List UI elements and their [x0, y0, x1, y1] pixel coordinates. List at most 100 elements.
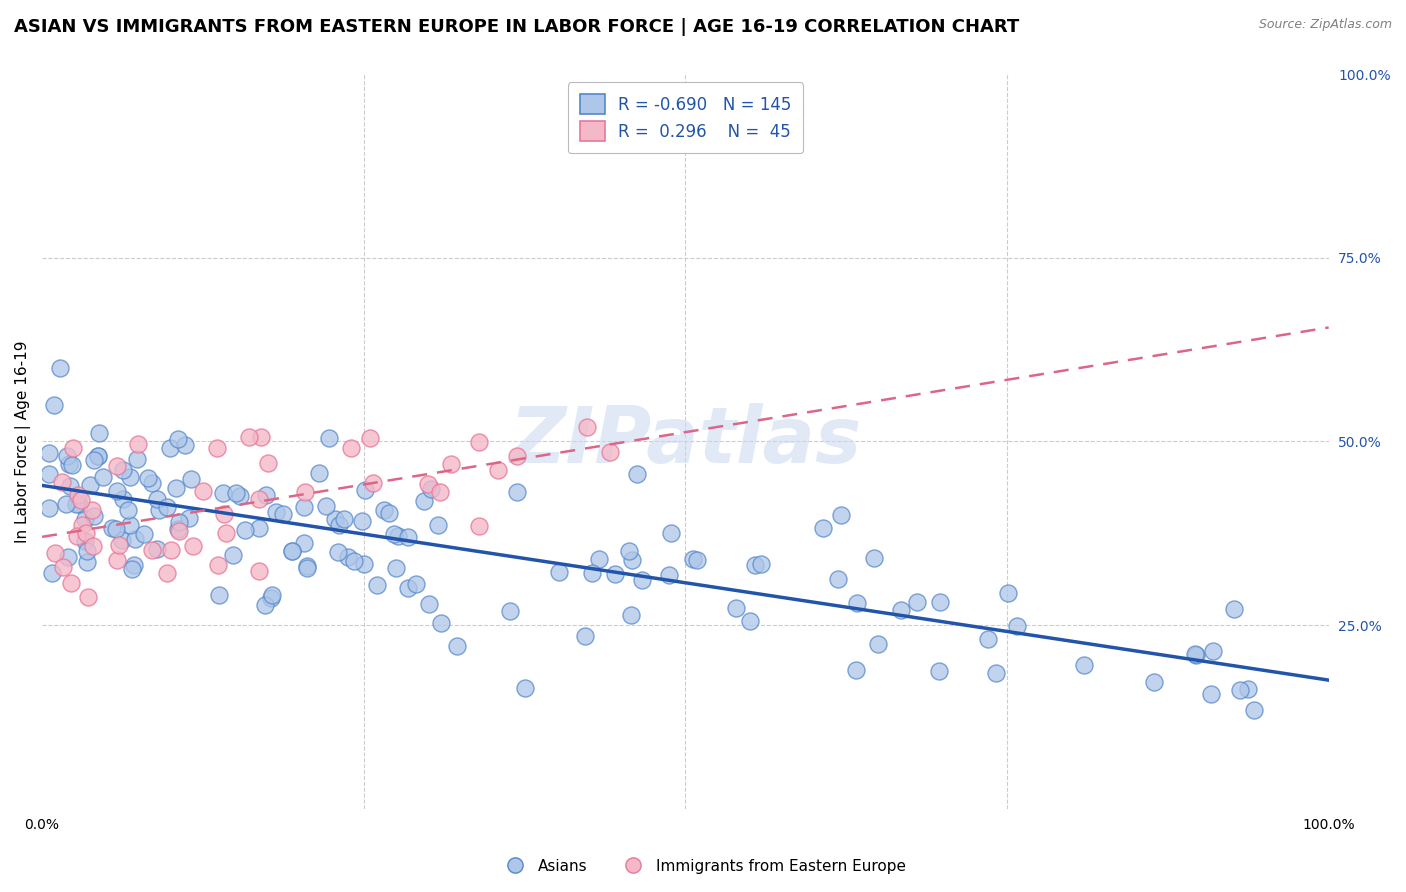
Point [145, 542, 167, 557]
Point [215, 526, 238, 541]
Point [222, 548, 245, 562]
Point [238, 430, 260, 444]
Point [1073, 658, 1095, 673]
Point [1184, 647, 1206, 661]
Text: ZIPatlas: ZIPatlas [509, 403, 862, 479]
Point [281, 543, 304, 558]
Point [60, 458, 83, 472]
Point [191, 483, 214, 498]
Point [416, 477, 439, 491]
Point [62, 442, 84, 456]
Point [446, 640, 468, 654]
Point [107, 552, 129, 566]
Point [65, 497, 87, 511]
Point [120, 518, 142, 533]
Point [49, 360, 72, 375]
Point [167, 515, 190, 529]
Point [1243, 703, 1265, 717]
Point [207, 558, 229, 572]
Point [984, 665, 1007, 680]
Point [260, 591, 283, 605]
Point [323, 512, 346, 526]
Point [294, 535, 316, 549]
Point [617, 544, 640, 558]
Point [67, 497, 90, 511]
Point [1199, 687, 1222, 701]
Point [56, 549, 79, 564]
Point [359, 431, 381, 445]
Point [387, 529, 409, 543]
Point [257, 456, 280, 470]
Point [260, 588, 283, 602]
Point [124, 532, 146, 546]
Point [101, 521, 124, 535]
Point [225, 485, 247, 500]
Point [361, 475, 384, 490]
Point [890, 603, 912, 617]
Point [396, 581, 419, 595]
Point [121, 561, 143, 575]
Point [659, 525, 682, 540]
Point [420, 482, 443, 496]
Point [55, 497, 77, 511]
Point [863, 550, 886, 565]
Point [52, 560, 75, 574]
Point [105, 484, 128, 499]
Point [266, 505, 288, 519]
Point [1229, 682, 1251, 697]
Point [997, 586, 1019, 600]
Point [59, 479, 82, 493]
Y-axis label: In Labor Force | Age 16-19: In Labor Force | Age 16-19 [15, 340, 31, 542]
Point [167, 433, 190, 447]
Point [59, 576, 82, 591]
Point [378, 506, 401, 520]
Point [599, 444, 621, 458]
Point [42, 398, 65, 412]
Point [156, 566, 179, 581]
Point [76, 544, 98, 558]
Point [827, 572, 849, 586]
Point [486, 462, 509, 476]
Point [295, 558, 318, 573]
Point [620, 607, 643, 622]
Point [575, 420, 598, 434]
Point [905, 595, 928, 609]
Point [343, 554, 366, 568]
Point [205, 441, 228, 455]
Point [427, 518, 450, 533]
Point [180, 472, 202, 486]
Point [136, 471, 159, 485]
Point [80, 503, 103, 517]
Point [108, 538, 131, 552]
Point [107, 458, 129, 473]
Point [86, 450, 108, 464]
Point [350, 514, 373, 528]
Point [548, 565, 571, 579]
Point [588, 552, 610, 566]
Point [70, 493, 93, 508]
Point [354, 483, 377, 497]
Point [156, 500, 179, 514]
Point [336, 549, 359, 564]
Point [468, 518, 491, 533]
Point [165, 481, 187, 495]
Legend: Asians, Immigrants from Eastern Europe: Asians, Immigrants from Eastern Europe [494, 853, 912, 880]
Point [332, 511, 354, 525]
Point [148, 503, 170, 517]
Point [744, 558, 766, 573]
Point [118, 470, 141, 484]
Point [38, 446, 60, 460]
Point [499, 604, 522, 618]
Point [66, 529, 89, 543]
Point [315, 499, 337, 513]
Point [247, 564, 270, 578]
Point [866, 637, 889, 651]
Point [77, 590, 100, 604]
Point [328, 517, 350, 532]
Point [440, 457, 463, 471]
Point [621, 552, 644, 566]
Point [1143, 675, 1166, 690]
Point [177, 511, 200, 525]
Point [353, 558, 375, 572]
Point [373, 502, 395, 516]
